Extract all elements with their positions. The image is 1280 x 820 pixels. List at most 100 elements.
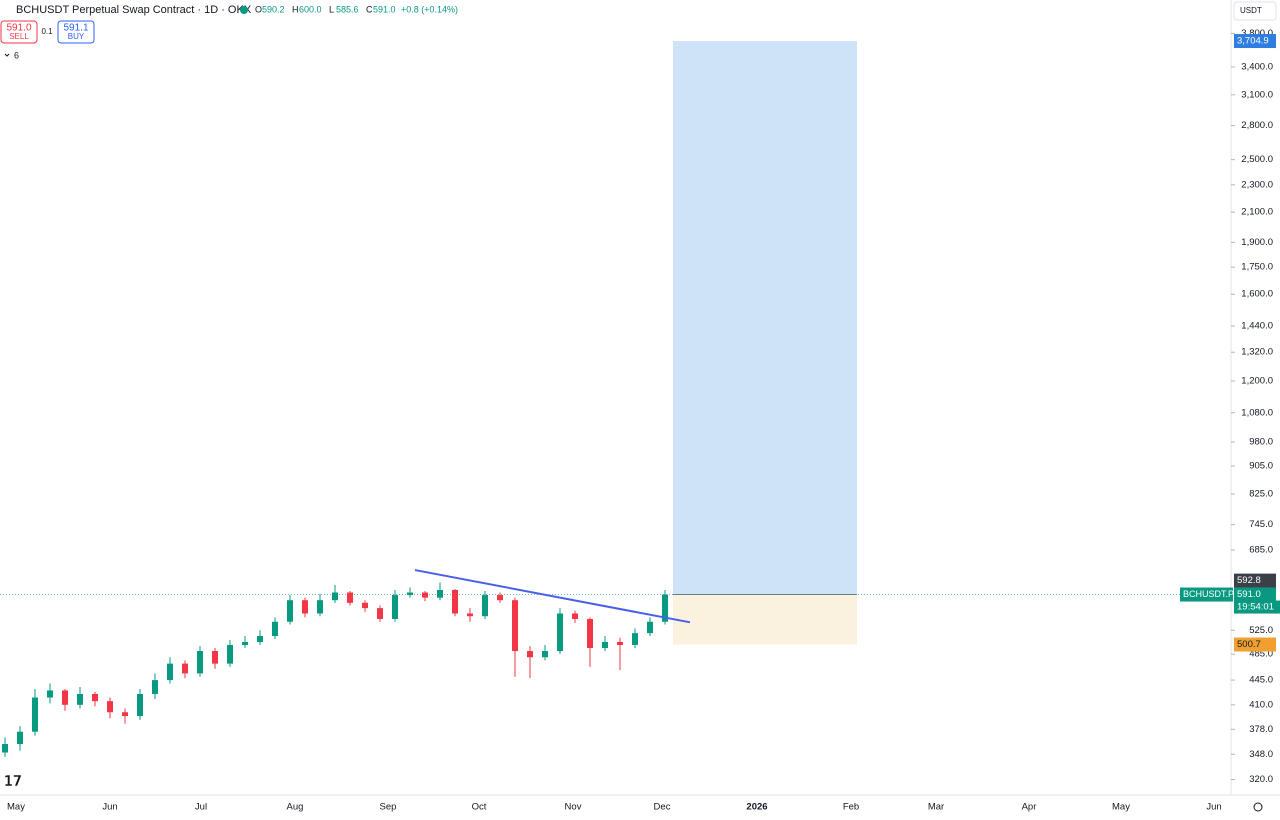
target-zone xyxy=(673,41,857,595)
sell-button[interactable] xyxy=(0,20,38,44)
last-price-label: 591.0 xyxy=(1237,589,1261,600)
x-tick-label: Jun xyxy=(1206,802,1221,813)
candle-body xyxy=(257,636,263,642)
ohlc-key: H xyxy=(292,4,299,14)
ohlc-key: O xyxy=(255,4,262,14)
buy-label: BUY xyxy=(68,32,85,41)
candle-body xyxy=(527,651,533,658)
ohlc-key: C xyxy=(366,4,373,14)
spread: 0.1 xyxy=(41,27,53,36)
x-tick-label: Feb xyxy=(843,802,859,813)
x-tick-label: Apr xyxy=(1022,802,1037,813)
y-tick-label: 320.0 xyxy=(1249,774,1273,785)
candle-body xyxy=(47,690,53,698)
x-tick-label: Dec xyxy=(654,802,671,813)
chevron xyxy=(4,53,10,57)
countdown-box xyxy=(1234,600,1280,614)
candle-body xyxy=(587,618,593,648)
ohlc-value: 600.0 xyxy=(299,4,322,14)
y-tick-label: 378.0 xyxy=(1249,724,1273,735)
x-tick-label: Jun xyxy=(102,802,117,813)
candle-body xyxy=(107,701,113,713)
settings-icon[interactable] xyxy=(1253,802,1263,812)
candle-body xyxy=(392,595,398,619)
candle-body xyxy=(17,731,23,745)
candle-body xyxy=(647,621,653,634)
candle-body xyxy=(422,592,428,598)
candle-body xyxy=(212,651,218,664)
y-tick-label: 525.0 xyxy=(1249,625,1273,636)
sell-price: 591.0 xyxy=(6,23,31,34)
y-tick-label: 1,080.0 xyxy=(1241,407,1273,418)
candle-body xyxy=(632,633,638,645)
stop-zone xyxy=(673,594,857,645)
y-tick-label: 745.0 xyxy=(1249,519,1273,530)
candle-body xyxy=(317,600,323,614)
candle-body xyxy=(407,592,413,596)
buy-button[interactable] xyxy=(57,20,95,44)
y-tick-label: 1,440.0 xyxy=(1241,321,1273,332)
logo: 𝟣𝟩 xyxy=(4,773,22,789)
candle-body xyxy=(152,680,158,694)
candle-body xyxy=(167,663,173,681)
candle-body xyxy=(602,641,608,648)
buy-price: 591.1 xyxy=(63,23,88,34)
candle-body xyxy=(542,651,548,658)
candle-body xyxy=(77,693,83,705)
status-dot xyxy=(240,6,248,14)
x-tick-label: May xyxy=(1112,802,1130,813)
y-tick-label: 1,600.0 xyxy=(1241,289,1273,300)
x-tick-label: Jul xyxy=(195,802,207,813)
y-tick-label: 825.0 xyxy=(1249,488,1273,499)
candle-body xyxy=(62,690,68,705)
currency-button[interactable] xyxy=(1233,1,1277,21)
candle-body xyxy=(497,595,503,601)
y-tick-label: 3,800.0 xyxy=(1241,28,1273,39)
candle-body xyxy=(122,712,128,717)
candle-body xyxy=(557,613,563,652)
ohlc-value: 585.6 xyxy=(336,4,359,14)
x-tick-label: May xyxy=(7,802,25,813)
stop-label: 500.7 xyxy=(1237,639,1261,650)
x-tick-label: Sep xyxy=(380,802,397,813)
y-tick-label: 980.0 xyxy=(1249,437,1273,448)
ohlc-value: 590.2 xyxy=(262,4,285,14)
y-tick-label: 2,100.0 xyxy=(1241,207,1273,218)
y-tick-label: 1,320.0 xyxy=(1241,347,1273,358)
countdown: 19:54:01 xyxy=(1237,602,1274,613)
y-tick-label: 905.0 xyxy=(1249,461,1273,472)
candle-body xyxy=(377,608,383,619)
y-tick-label: 2,500.0 xyxy=(1241,154,1273,165)
candle-body xyxy=(437,589,443,598)
candle-body xyxy=(272,621,278,637)
x-tick-label: 2026 xyxy=(746,802,767,813)
high-marker-label-box xyxy=(1234,573,1276,588)
candle-body xyxy=(227,644,233,664)
high-marker-label: 592.8 xyxy=(1237,575,1261,586)
y-tick-label: 348.0 xyxy=(1249,749,1273,760)
candle-body xyxy=(32,697,38,732)
indicator-count[interactable]: 6 xyxy=(14,50,19,60)
candle-body xyxy=(287,600,293,622)
candle-body xyxy=(452,589,458,614)
title: BCHUSDT Perpetual Swap Contract · 1D · O… xyxy=(16,4,252,16)
target-label-box xyxy=(1234,34,1276,49)
symbol-box xyxy=(1180,587,1233,602)
y-tick-label: 410.0 xyxy=(1249,699,1273,710)
ohlc-value: 591.0 xyxy=(373,4,396,14)
currency: USDT xyxy=(1240,6,1262,15)
y-tick-label: 685.0 xyxy=(1249,545,1273,556)
y-tick-label: 445.0 xyxy=(1249,675,1273,686)
candle-body xyxy=(512,600,518,652)
candle-body xyxy=(347,592,353,603)
y-tick-label: 1,750.0 xyxy=(1241,262,1273,273)
last-price-label-box xyxy=(1234,587,1276,602)
candle-body xyxy=(137,693,143,717)
trendline xyxy=(414,569,691,624)
candle-body xyxy=(197,651,203,674)
candle-body xyxy=(302,600,308,614)
x-tick-label: Oct xyxy=(472,802,487,813)
change: +0.8 (+0.14%) xyxy=(401,4,458,14)
